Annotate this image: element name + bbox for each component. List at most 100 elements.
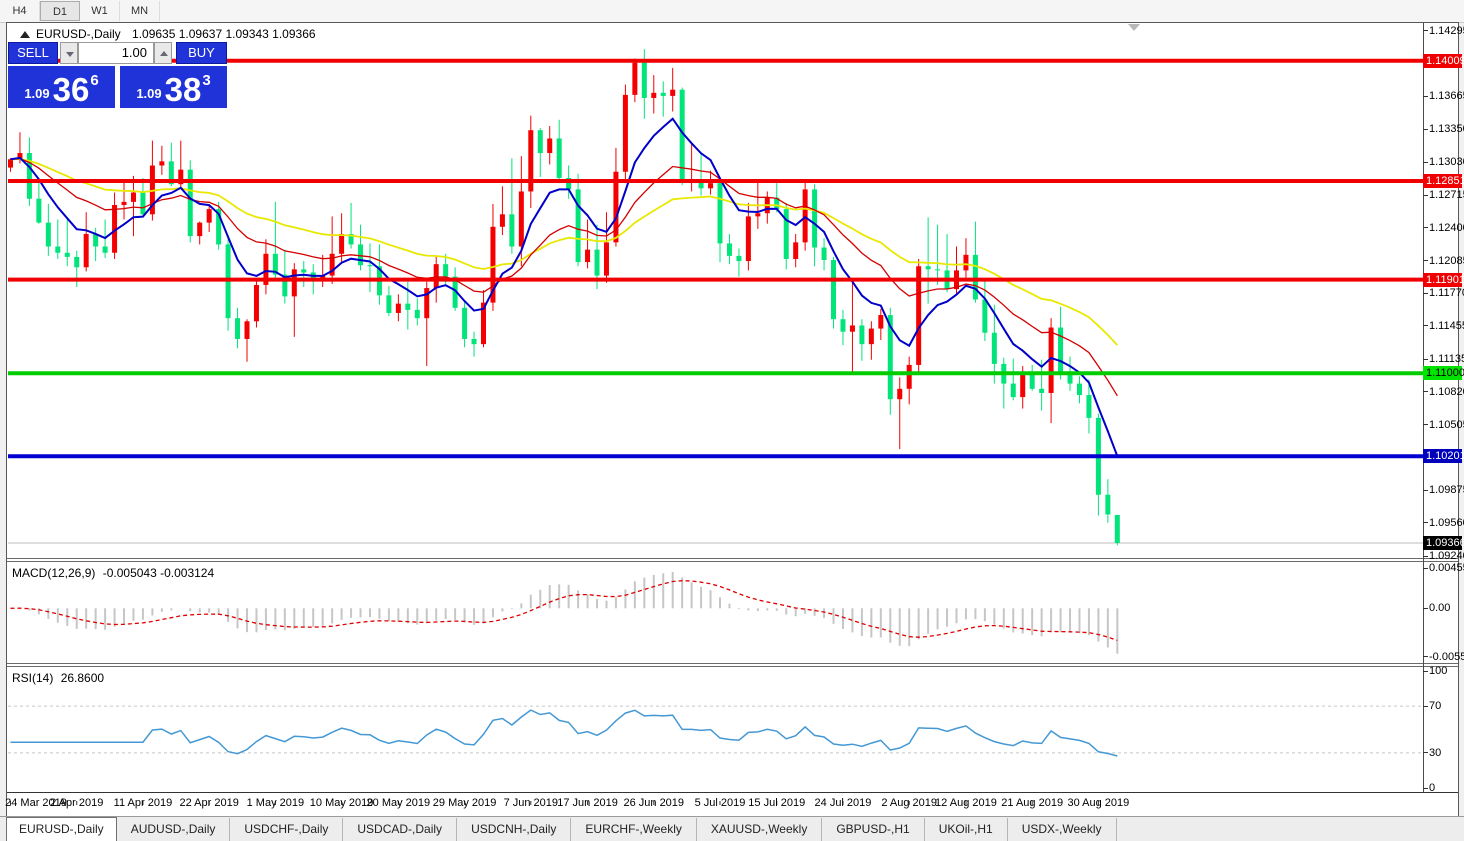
candle-body xyxy=(253,284,259,322)
price-axis-line xyxy=(1423,23,1424,792)
candle-body xyxy=(102,246,108,253)
candle-body xyxy=(916,266,922,365)
timeframe-button-H4[interactable]: H4 xyxy=(0,1,40,21)
buy-price-prefix: 1.09 xyxy=(136,86,162,101)
timeframe-button-MN[interactable]: MN xyxy=(120,1,160,21)
candle-body xyxy=(736,255,742,262)
date-label: 24 Jul 2019 xyxy=(814,797,872,809)
candle-body xyxy=(585,249,591,263)
macd-label: MACD(12,26,9) -0.005043 -0.003124 xyxy=(12,566,214,580)
date-label: 30 Aug 2019 xyxy=(1067,797,1130,809)
panel-separator[interactable] xyxy=(7,561,1458,562)
collapse-subwindows-icon[interactable] xyxy=(20,31,30,38)
panel-separator[interactable] xyxy=(7,663,1458,664)
volume-decrease-button[interactable] xyxy=(60,42,78,64)
chart-tab-usdcnh-daily[interactable]: USDCNH-,Daily xyxy=(457,818,572,841)
candle-body xyxy=(339,234,345,254)
candle-body xyxy=(622,94,628,172)
candle-body xyxy=(963,254,969,271)
ma-8-line xyxy=(10,117,1119,457)
candle-body xyxy=(613,171,619,243)
buy-price-display[interactable]: 1.09 38 3 xyxy=(120,66,227,108)
chart-tab-usdcad-daily[interactable]: USDCAD-,Daily xyxy=(343,818,458,841)
candle-body xyxy=(887,315,893,400)
candle-body xyxy=(783,209,789,259)
candle-body xyxy=(216,209,222,245)
candle-body xyxy=(130,192,136,202)
candle-body xyxy=(462,307,468,339)
candle-body xyxy=(1020,374,1026,398)
main-chart-canvas[interactable] xyxy=(8,23,1423,558)
candle-body xyxy=(159,161,165,166)
rsi-indicator-canvas[interactable] xyxy=(8,668,1423,792)
candle-body xyxy=(329,253,335,276)
candle-body xyxy=(670,89,676,96)
chart-tab-eurchf-weekly[interactable]: EURCHF-,Weekly xyxy=(571,818,697,841)
candle-body xyxy=(112,204,118,253)
timeframe-toolbar: H4 D1 W1 MN xyxy=(0,0,1464,23)
buy-button[interactable]: BUY xyxy=(176,42,227,64)
chart-shift-marker-icon[interactable] xyxy=(1128,24,1140,31)
date-label: 26 Jun 2019 xyxy=(623,797,685,809)
chart-tab-ukoil-h1[interactable]: UKOil-,H1 xyxy=(925,818,1008,841)
date-axis: 24 Mar 2019 2 Apr 2019 11 Apr 2019 22 Apr 2… xyxy=(5,797,1423,813)
date-label: 11 Apr 2019 xyxy=(113,797,173,809)
panel-separator[interactable] xyxy=(7,558,1458,559)
candle-body xyxy=(83,234,89,268)
candle-body xyxy=(481,302,486,345)
candle-body xyxy=(802,189,808,243)
candle-body xyxy=(774,197,780,210)
candle-body xyxy=(537,130,543,154)
candle-body xyxy=(64,252,70,257)
panel-separator[interactable] xyxy=(7,666,1458,667)
candle-body xyxy=(282,274,288,297)
candle-body xyxy=(518,191,524,247)
candle-body xyxy=(812,189,818,248)
rsi-name: RSI(14) xyxy=(12,671,54,685)
chart-tab-usdx-weekly[interactable]: USDX-,Weekly xyxy=(1008,818,1117,841)
buy-price-main: 38 xyxy=(164,71,202,108)
symbol-period-label: EURUSD-,Daily xyxy=(36,27,121,41)
candle-body xyxy=(897,388,903,400)
macd-indicator-canvas[interactable] xyxy=(8,563,1423,662)
date-label: 12 Aug 2019 xyxy=(935,797,997,809)
macd-svg xyxy=(10,571,1119,654)
candle-body xyxy=(575,189,581,263)
sell-price-display[interactable]: 1.09 36 6 xyxy=(8,66,115,108)
candle-body xyxy=(793,242,799,259)
chart-title-text: EURUSD-,Daily 1.09635 1.09637 1.09343 1.… xyxy=(36,27,316,41)
chart-tab-audusd-daily[interactable]: AUDUSD-,Daily xyxy=(117,818,231,841)
candle-body xyxy=(490,226,496,303)
candle-body xyxy=(594,249,600,276)
candle-body xyxy=(197,222,203,237)
sell-button[interactable]: SELL xyxy=(8,42,58,64)
candle-body xyxy=(291,269,297,297)
volume-increase-button[interactable] xyxy=(154,42,172,64)
candle-body xyxy=(36,198,42,223)
candle-body xyxy=(26,153,32,199)
rsi-svg xyxy=(8,705,1423,757)
timeframe-button-W1[interactable]: W1 xyxy=(80,1,120,21)
buy-price-pip: 3 xyxy=(202,72,211,89)
chart-tab-xauusd-weekly[interactable]: XAUUSD-,Weekly xyxy=(697,818,823,841)
date-label: 15 Jul 2019 xyxy=(748,797,806,809)
candle-body xyxy=(55,246,61,253)
one-click-trade-panel: SELL 1.00 BUY 1.09 36 6 1.09 38 3 xyxy=(8,42,228,108)
sell-price-main: 36 xyxy=(52,71,90,108)
volume-input[interactable]: 1.00 xyxy=(78,42,154,64)
chart-tab-usdchf-daily[interactable]: USDCHF-,Daily xyxy=(230,818,344,841)
candle-body xyxy=(556,138,562,178)
chart-tab-gbpusd-h1[interactable]: GBPUSD-,H1 xyxy=(822,818,925,841)
chart-tab-eurusd-daily[interactable]: EURUSD-,Daily xyxy=(6,817,117,841)
candle-body xyxy=(935,269,941,271)
candle-body xyxy=(358,244,364,266)
candle-body xyxy=(140,192,146,215)
candle-body xyxy=(1086,395,1092,418)
candle-body xyxy=(8,159,13,168)
rsi-value: 26.8600 xyxy=(60,671,105,685)
candle-body xyxy=(452,276,458,308)
candle-body xyxy=(235,318,241,339)
timeframe-button-D1[interactable]: D1 xyxy=(40,1,80,21)
date-axis-ticks xyxy=(8,793,1423,805)
candle-body xyxy=(45,222,51,247)
